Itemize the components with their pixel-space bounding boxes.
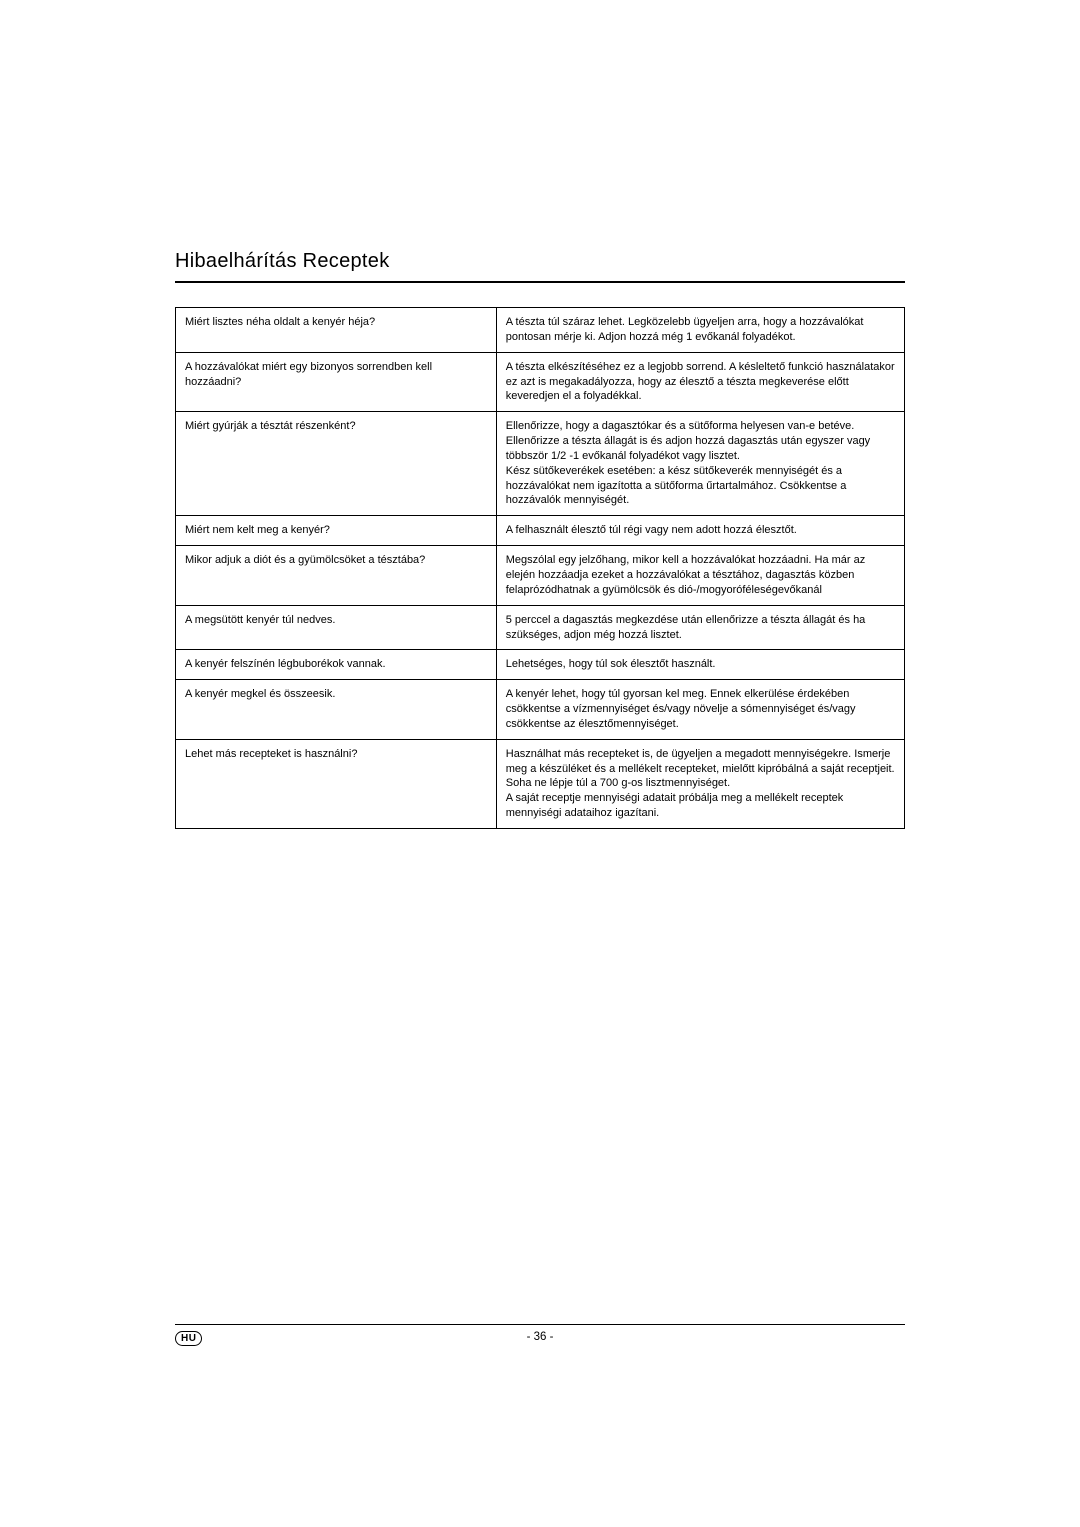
table-row: Miért gyúrják a tésztát részenként?Ellen… — [176, 412, 905, 516]
question-cell: Miért nem kelt meg a kenyér? — [176, 516, 497, 546]
page-footer: HU - 36 - — [175, 1324, 905, 1349]
table-row: Mikor adjuk a diót és a gyümölcsöket a t… — [176, 546, 905, 606]
table-row: Lehet más recepteket is használni?Haszná… — [176, 739, 905, 828]
question-cell: A kenyér felszínén légbuborékok vannak. — [176, 650, 497, 680]
answer-cell: 5 perccel a dagasztás megkezdése után el… — [496, 605, 904, 650]
question-cell: A kenyér megkel és összeesik. — [176, 680, 497, 740]
page-number: - 36 - — [175, 1331, 905, 1343]
table-row: A megsütött kenyér túl nedves.5 perccel … — [176, 605, 905, 650]
troubleshoot-table: Miért lisztes néha oldalt a kenyér héja?… — [175, 307, 905, 829]
answer-cell: A felhasznált élesztő túl régi vagy nem … — [496, 516, 904, 546]
table-row: Miért lisztes néha oldalt a kenyér héja?… — [176, 308, 905, 353]
answer-cell: A tészta túl száraz lehet. Legközelebb ü… — [496, 308, 904, 353]
answer-cell: Megszólal egy jelzőhang, mikor kell a ho… — [496, 546, 904, 606]
question-cell: Lehet más recepteket is használni? — [176, 739, 497, 828]
question-cell: A megsütött kenyér túl nedves. — [176, 605, 497, 650]
answer-cell: Ellenőrizze, hogy a dagasztókar és a süt… — [496, 412, 904, 516]
table-row: Miért nem kelt meg a kenyér?A felhasznál… — [176, 516, 905, 546]
question-cell: Miért lisztes néha oldalt a kenyér héja? — [176, 308, 497, 353]
table-row: A kenyér felszínén légbuborékok vannak.L… — [176, 650, 905, 680]
question-cell: Miért gyúrják a tésztát részenként? — [176, 412, 497, 516]
title-rule — [175, 281, 905, 283]
table-row: A hozzávalókat miért egy bizonyos sorren… — [176, 352, 905, 412]
answer-cell: A tészta elkészítéséhez ez a legjobb sor… — [496, 352, 904, 412]
footer-rule — [175, 1324, 905, 1325]
page-title: Hibaelhárítás Receptek — [175, 250, 905, 273]
answer-cell: Használhat más recepteket is, de ügyelje… — [496, 739, 904, 828]
answer-cell: A kenyér lehet, hogy túl gyorsan kel meg… — [496, 680, 904, 740]
question-cell: A hozzávalókat miért egy bizonyos sorren… — [176, 352, 497, 412]
table-row: A kenyér megkel és összeesik.A kenyér le… — [176, 680, 905, 740]
answer-cell: Lehetséges, hogy túl sok élesztőt haszná… — [496, 650, 904, 680]
question-cell: Mikor adjuk a diót és a gyümölcsöket a t… — [176, 546, 497, 606]
